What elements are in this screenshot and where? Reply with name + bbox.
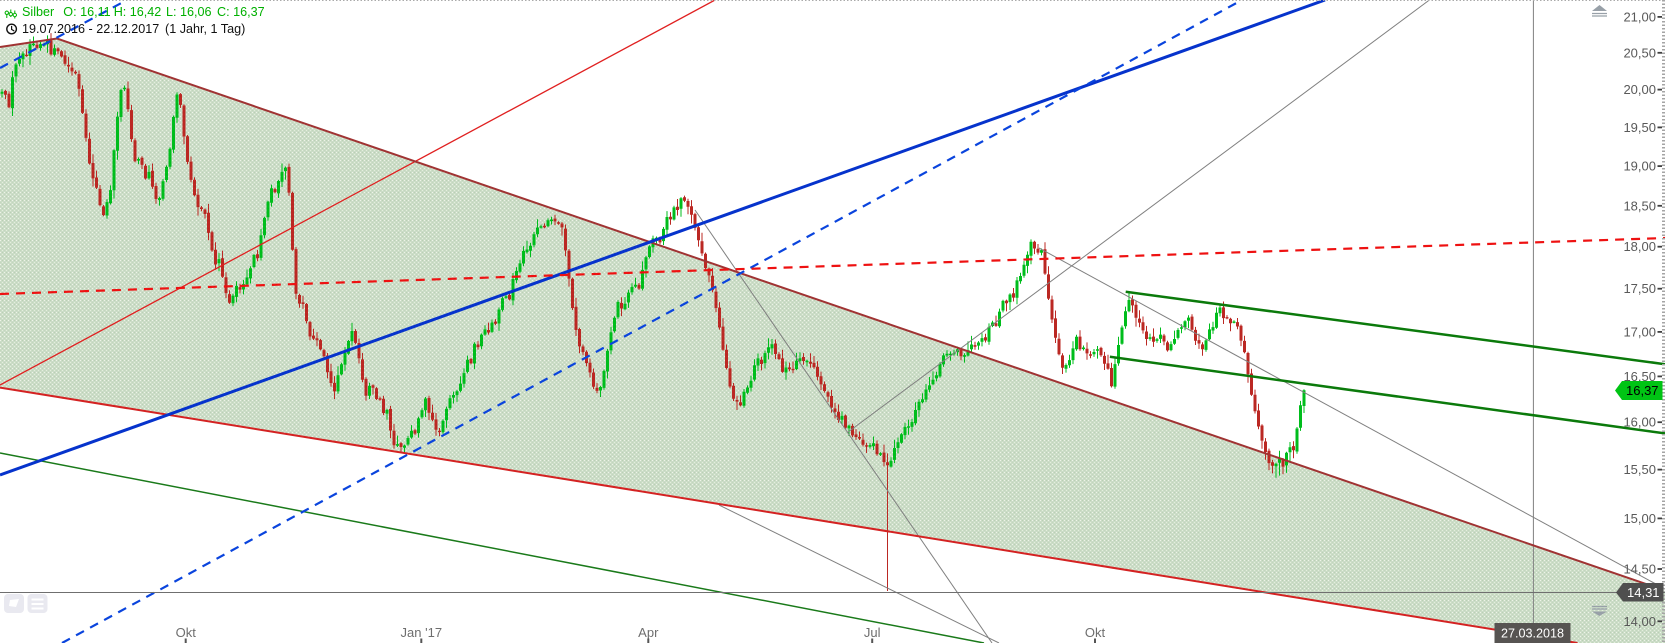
svg-text:19,00: 19,00 [1623,159,1656,174]
svg-text:20,50: 20,50 [1623,45,1656,60]
svg-text:C: 16,37: C: 16,37 [217,5,265,19]
svg-text:Okt: Okt [1085,625,1106,640]
svg-text:Silber: Silber [22,5,54,19]
svg-text:Okt: Okt [176,625,197,640]
svg-text:14,00: 14,00 [1623,614,1656,629]
svg-text:15,00: 15,00 [1623,511,1656,526]
svg-text:21,00: 21,00 [1623,9,1656,24]
svg-text:16,00: 16,00 [1623,415,1656,430]
svg-text:Apr: Apr [638,625,659,640]
svg-text:(1 Jahr, 1 Tag): (1 Jahr, 1 Tag) [165,22,245,36]
svg-text:15,50: 15,50 [1623,462,1656,477]
svg-text:17,00: 17,00 [1623,324,1656,339]
svg-text:O: 16,11: O: 16,11 [63,5,110,19]
svg-text:19,50: 19,50 [1623,120,1656,135]
svg-text:H: 16,42: H: 16,42 [114,5,162,19]
svg-text:L: 16,06: L: 16,06 [166,5,212,19]
svg-text:16,50: 16,50 [1623,369,1656,384]
svg-text:18,00: 18,00 [1623,239,1656,254]
svg-text:14,31: 14,31 [1627,585,1660,600]
svg-text:27.03.2018: 27.03.2018 [1501,627,1564,641]
svg-text:16,37: 16,37 [1626,383,1659,398]
svg-text:20,00: 20,00 [1623,82,1656,97]
svg-text:18,50: 18,50 [1623,198,1656,213]
svg-text:17,50: 17,50 [1623,281,1656,296]
svg-text:Jan '17: Jan '17 [401,625,443,640]
svg-text:Jul: Jul [864,625,881,640]
svg-text:19.07.2016 - 22.12.2017: 19.07.2016 - 22.12.2017 [22,22,159,36]
svg-text:14,50: 14,50 [1623,562,1656,577]
